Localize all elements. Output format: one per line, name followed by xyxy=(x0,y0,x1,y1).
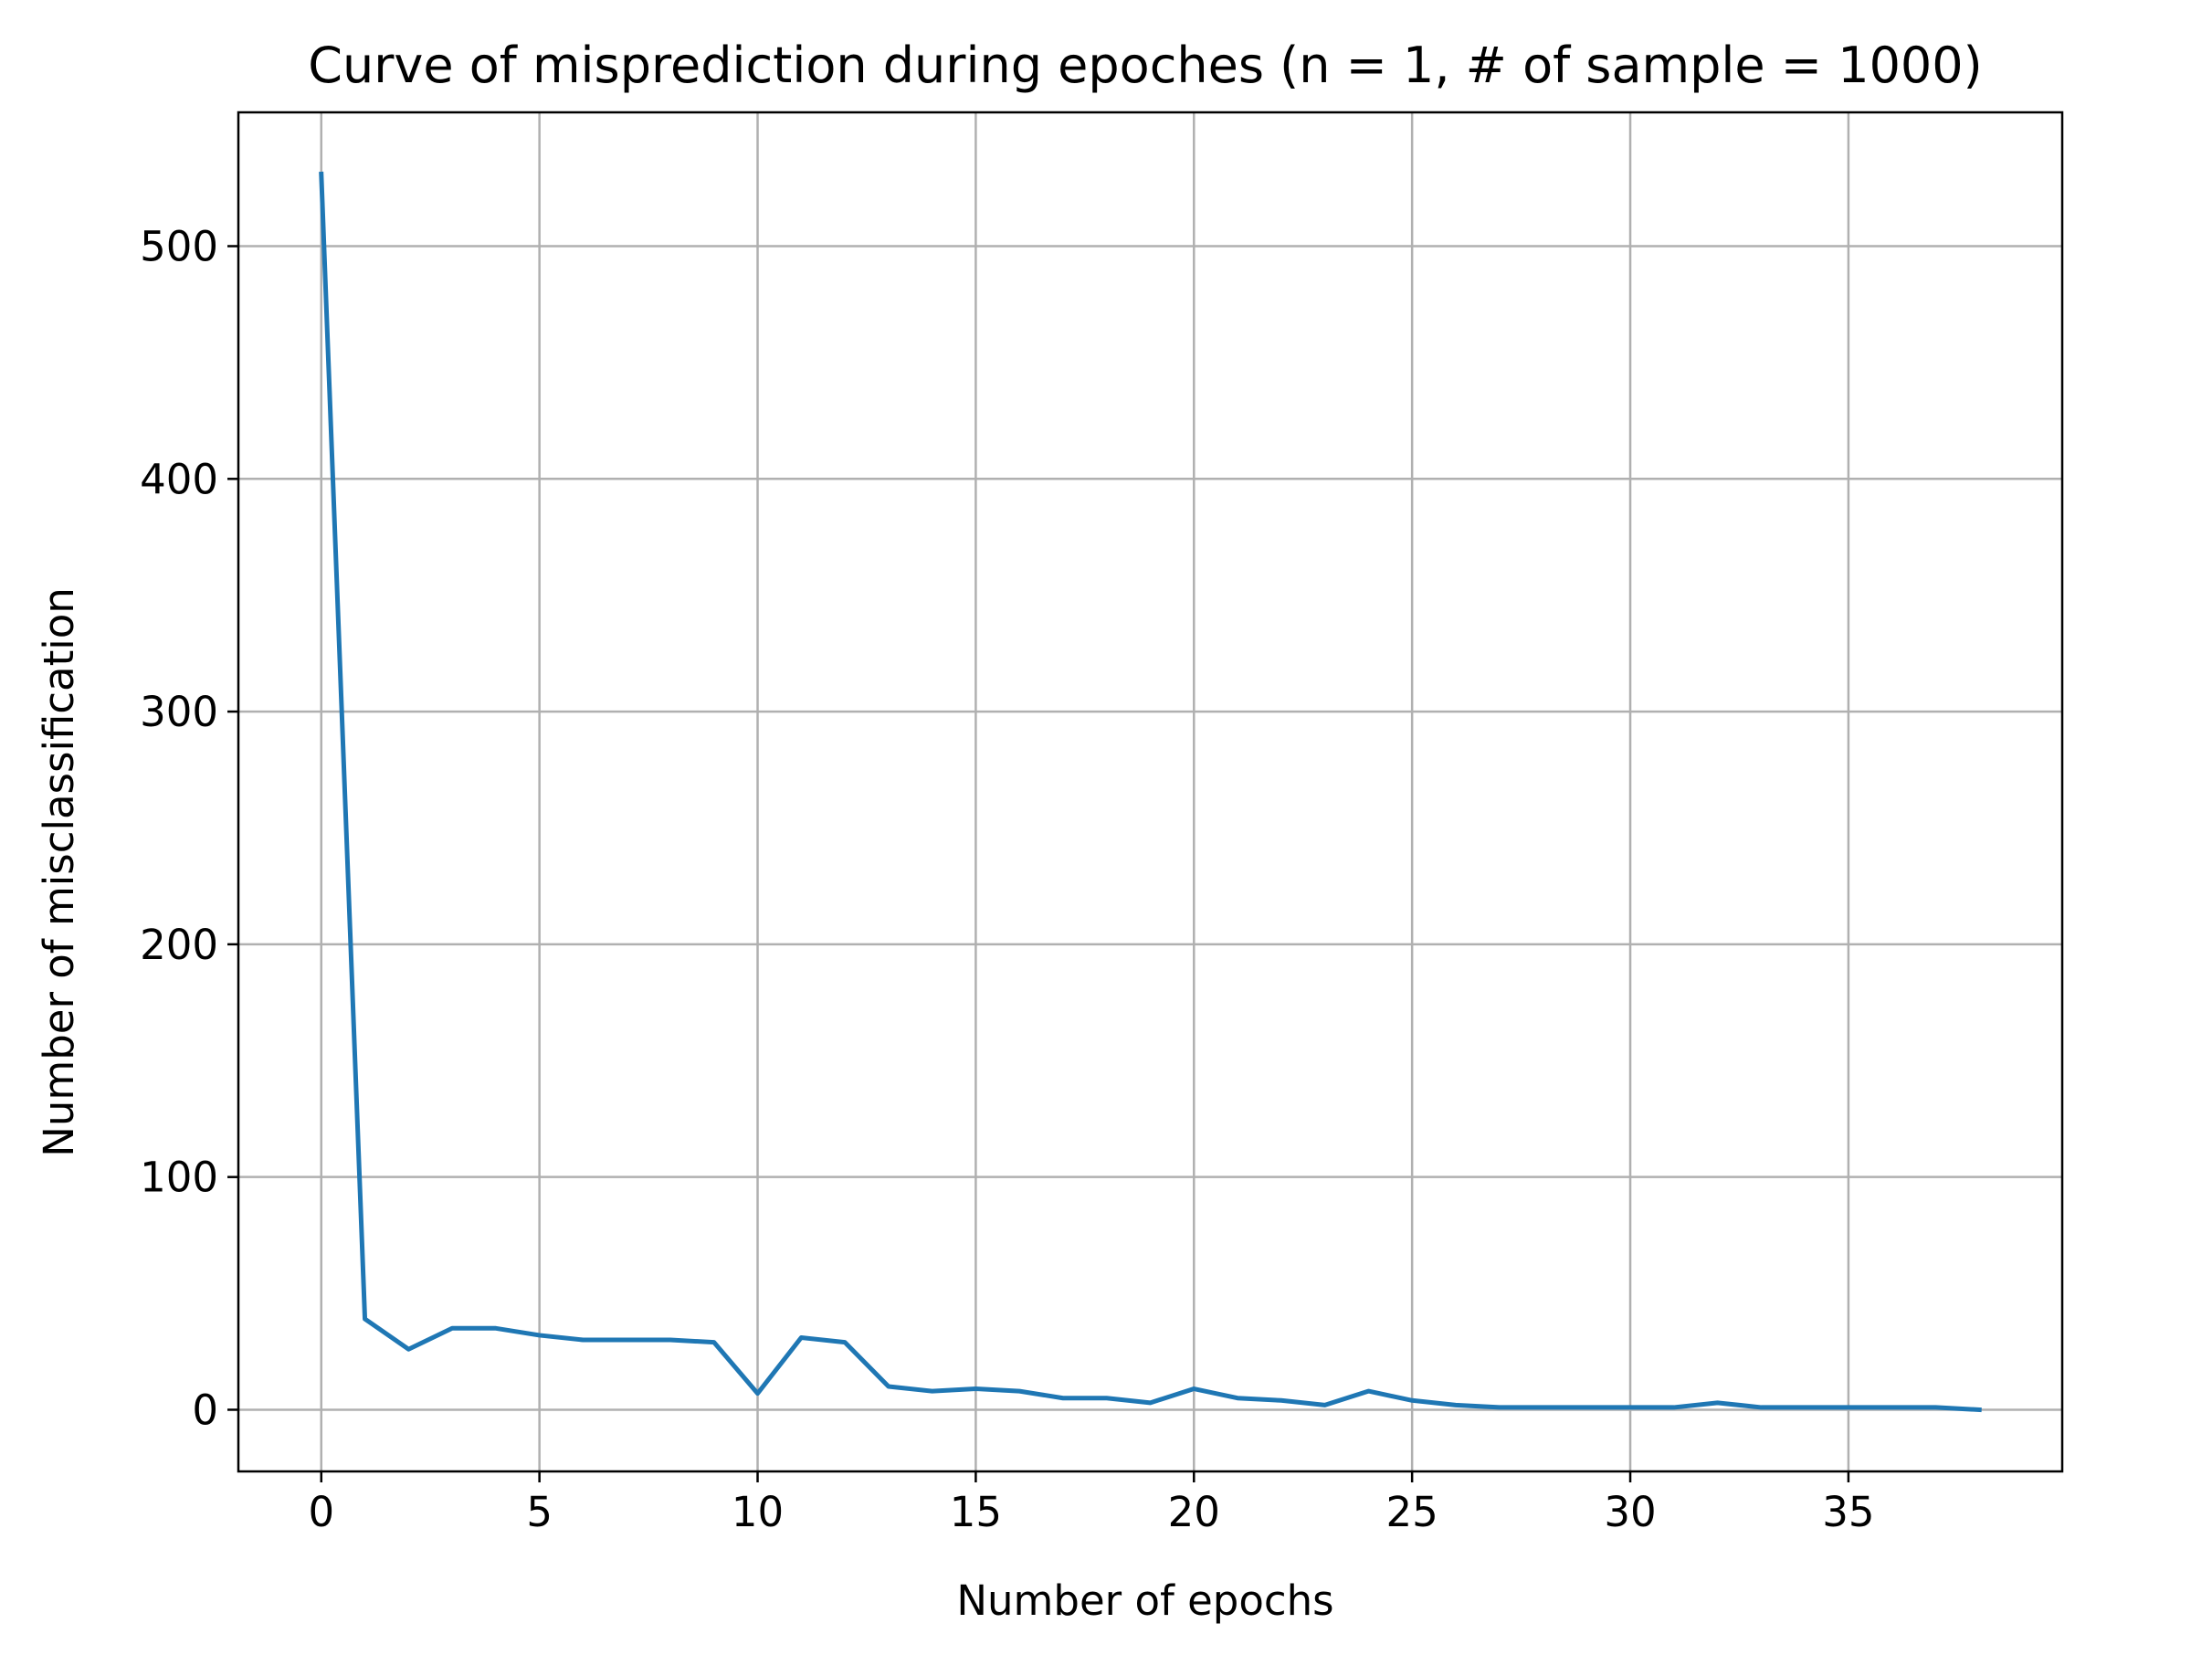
ticks: 0 5 10 15 20 25 30 35 0 100 200 300 400 500 xyxy=(140,223,1874,1536)
series-layer xyxy=(319,171,1982,1413)
y-tick-label: 400 xyxy=(140,455,218,503)
x-tick-label: 30 xyxy=(1604,1488,1656,1536)
x-tick-label: 20 xyxy=(1168,1488,1220,1536)
y-tick-label: 100 xyxy=(140,1154,218,1202)
x-axis-label: Number of epochs xyxy=(956,1576,1333,1625)
y-tick-label: 500 xyxy=(140,223,218,271)
x-tick-label: 0 xyxy=(308,1488,334,1536)
x-tick-label: 5 xyxy=(526,1488,553,1536)
chart-title: Curve of misprediction during epoches (n… xyxy=(308,37,1982,94)
x-tick-label: 25 xyxy=(1386,1488,1438,1536)
y-tick-label: 200 xyxy=(140,921,218,969)
y-tick-label: 300 xyxy=(140,688,218,736)
x-tick-label: 10 xyxy=(732,1488,784,1536)
series-line xyxy=(319,171,1982,1413)
y-tick-label: 0 xyxy=(192,1386,218,1434)
grid xyxy=(238,112,2062,1471)
x-tick-label: 15 xyxy=(950,1488,1002,1536)
y-axis-label: Number of misclassification xyxy=(35,587,83,1157)
plot-frame xyxy=(237,111,2064,1473)
x-tick-label: 35 xyxy=(1822,1488,1874,1536)
